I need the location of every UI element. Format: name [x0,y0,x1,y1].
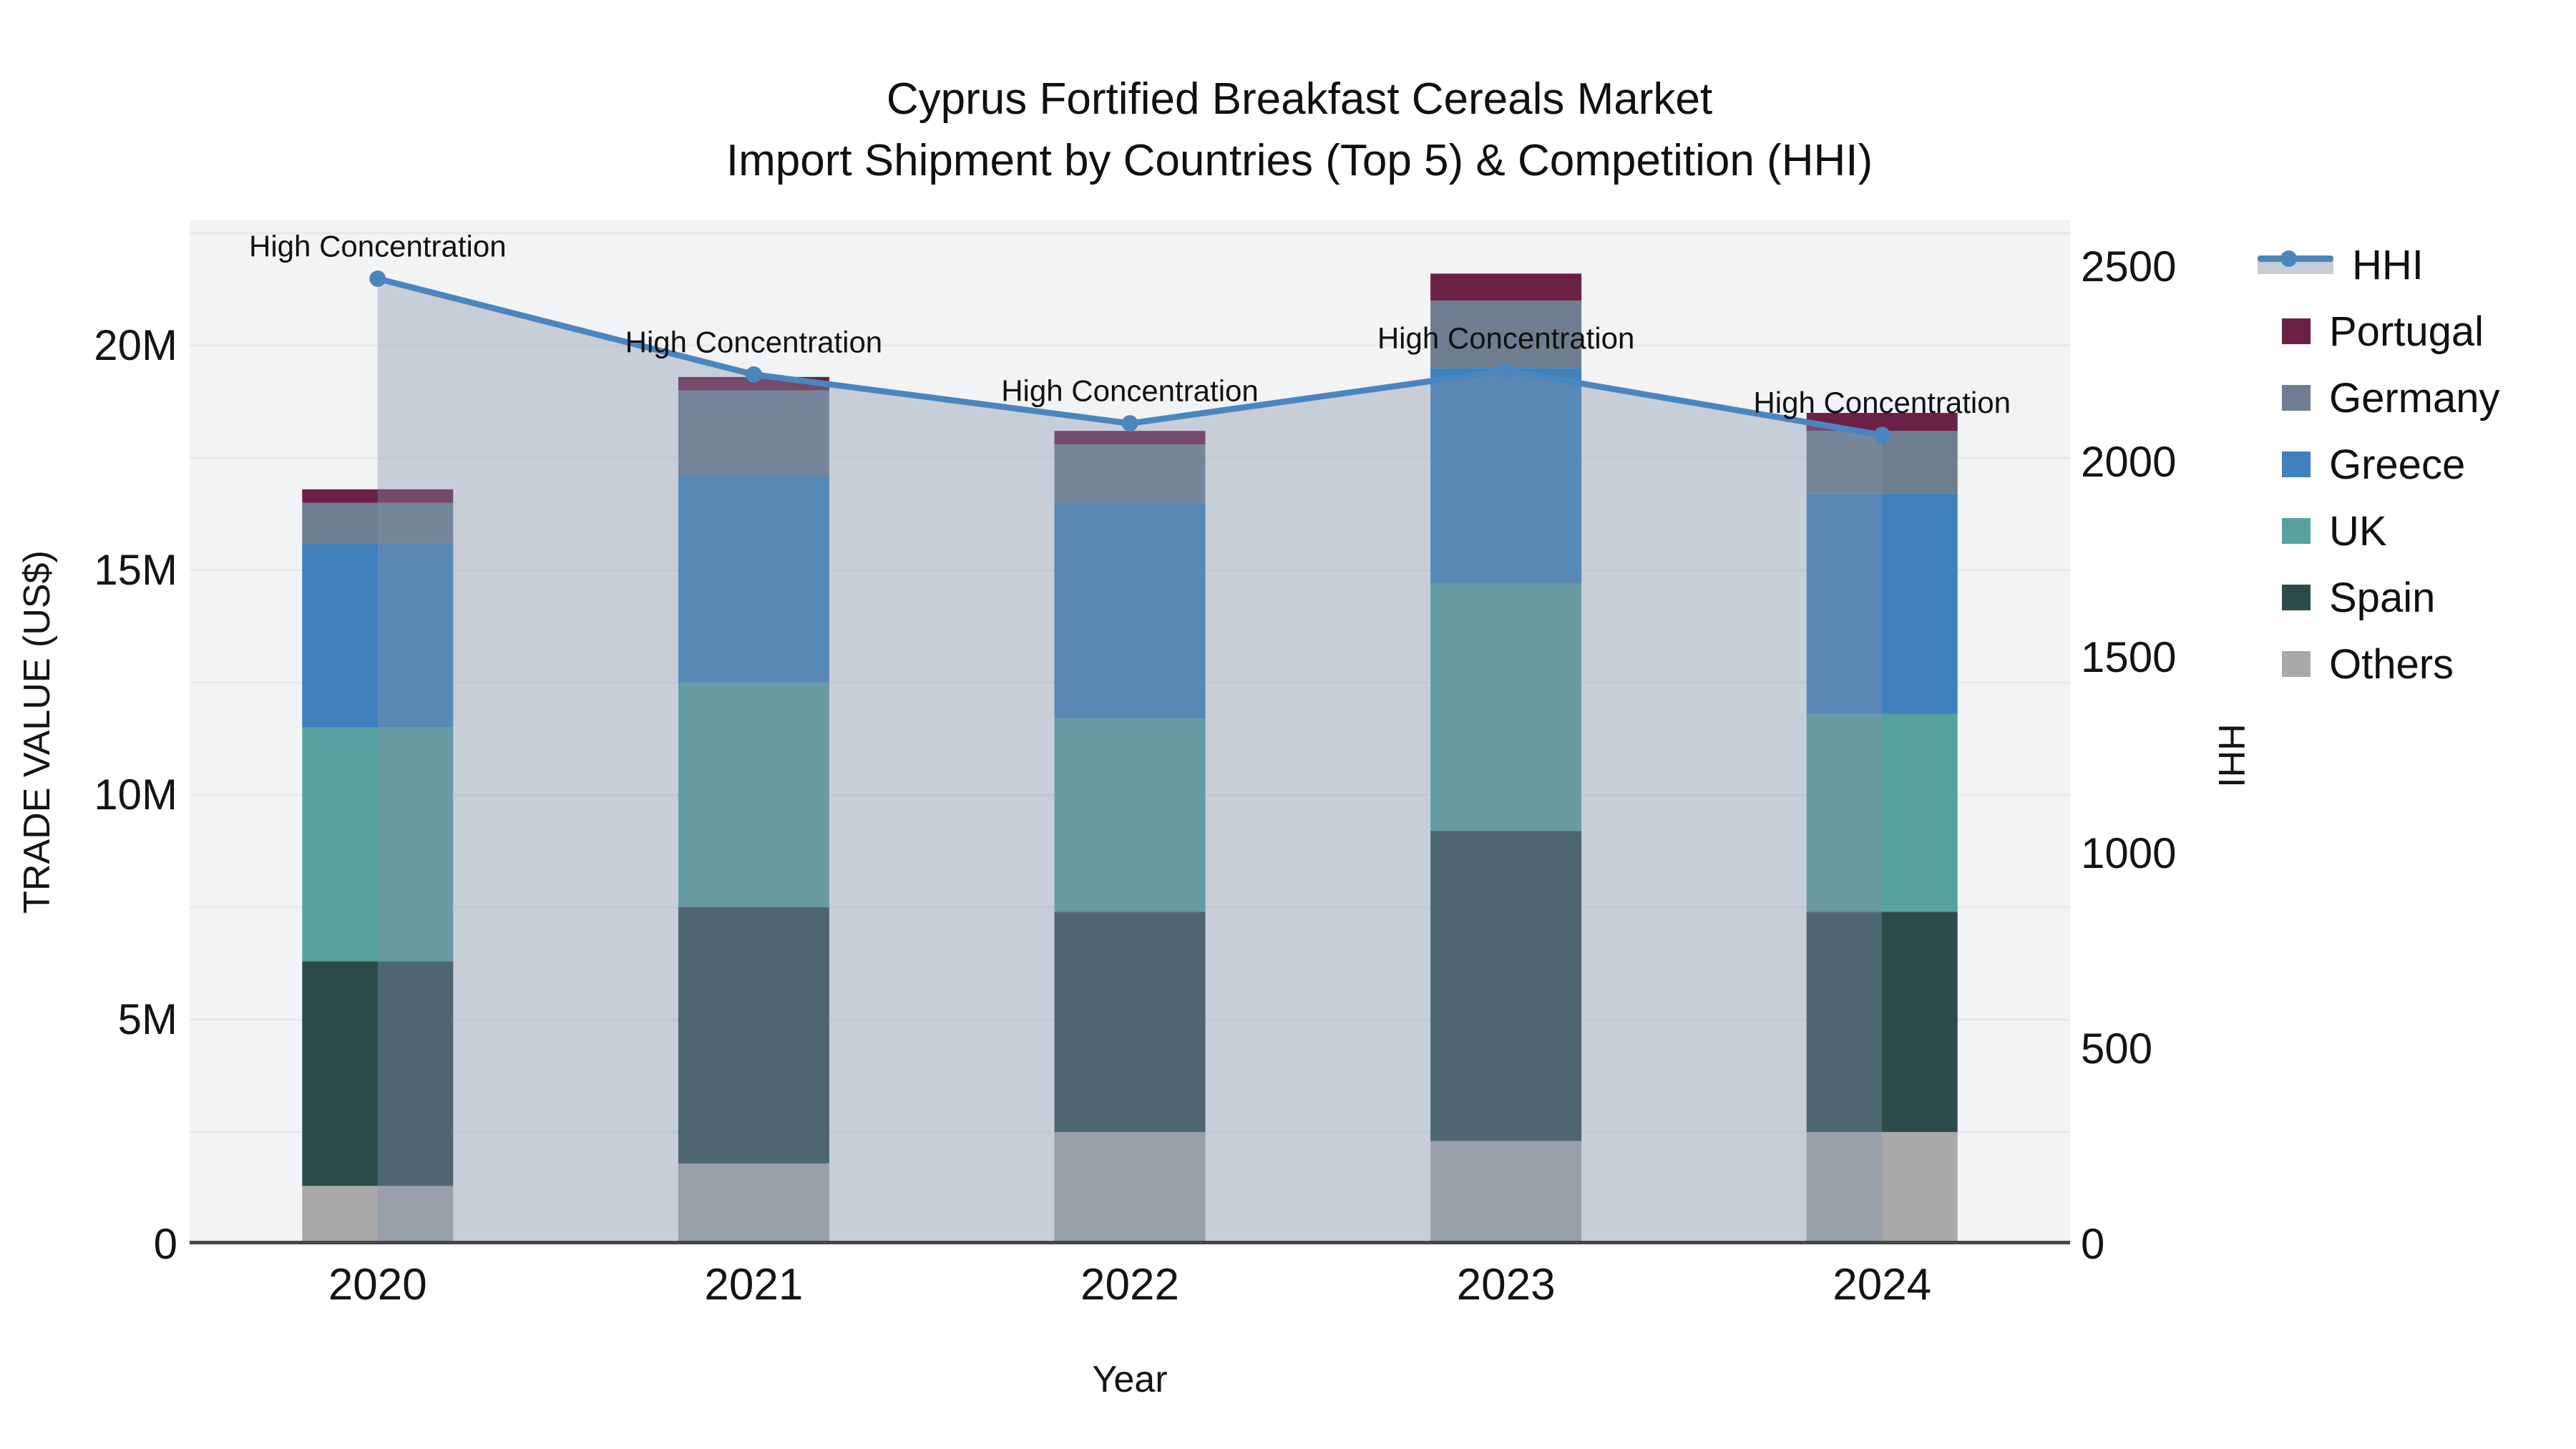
y-left-tick-0: 0 [153,1220,177,1268]
legend-item-spain[interactable]: Spain [2258,564,2435,631]
bar-segment-germany-2023[interactable] [1430,301,1582,369]
legend-label-hhi: HHI [2352,241,2424,288]
annotation-high-concentration-2021: High Concentration [625,325,883,358]
x-tick-2021: 2021 [704,1260,804,1309]
legend-item-hhi[interactable]: HHI [2258,231,2424,298]
bar-segment-others-2020[interactable] [302,1186,454,1244]
bar-segment-portugal-2022[interactable] [1054,431,1206,445]
x-tick-2023: 2023 [1456,1260,1556,1309]
y-left-tick-15M: 15M [94,545,177,594]
legend-item-others[interactable]: Others [2258,630,2454,698]
bar-segment-others-2024[interactable] [1806,1131,1958,1244]
legend-item-uk[interactable]: UK [2258,497,2387,565]
bar-segment-uk-2021[interactable] [678,682,829,907]
legend-swatch-portugal [2282,318,2311,344]
bar-segment-others-2022[interactable] [1054,1131,1206,1244]
legend-label-spain: Spain [2329,574,2436,621]
legend-item-germany[interactable]: Germany [2258,364,2500,431]
annotation-high-concentration-2023: High Concentration [1377,321,1635,355]
hhi-marker-2021[interactable] [745,366,762,383]
bar-segment-greece-2024[interactable] [1806,494,1958,714]
legend-swatch-greece [2282,452,2311,477]
bar-segment-spain-2022[interactable] [1054,912,1206,1132]
plot-area[interactable]: High Concentration High Concentration High… [190,220,2070,1244]
bar-segment-greece-2022[interactable] [1054,502,1206,719]
bar-segment-greece-2023[interactable] [1430,368,1582,584]
bar-segment-spain-2021[interactable] [678,907,829,1163]
legend-swatch-spain [2282,585,2311,610]
bar-segment-greece-2021[interactable] [678,476,829,683]
bar-segment-germany-2022[interactable] [1054,444,1206,503]
annotation-high-concentration-2020: High Concentration [249,230,507,263]
bar-segment-uk-2023[interactable] [1430,583,1582,831]
hhi-line-legend-icon [2258,250,2333,280]
hhi-marker-2023[interactable] [1498,362,1515,379]
y-left-tick-10M: 10M [94,770,177,819]
y-left-tick-20M: 20M [94,321,177,369]
legend-label-uk: UK [2329,507,2387,555]
legend-item-greece[interactable]: Greece [2258,431,2465,498]
x-axis-title: Year [1092,1359,1168,1400]
hhi-area-fill [377,278,1883,1244]
legend-swatch-germany [2282,385,2311,411]
chart-title: Cyprus Fortified Breakfast Cereals Marke… [11,69,2576,192]
bar-segment-others-2021[interactable] [678,1163,829,1244]
chart-title-line1: Cyprus Fortified Breakfast Cereals Marke… [886,74,1713,124]
legend-swatch-others [2282,651,2311,677]
legend-label-others: Others [2329,640,2454,688]
x-tick-2022: 2022 [1080,1260,1179,1309]
annotation-high-concentration-2024: High Concentration [1753,386,2011,419]
bar-segment-portugal-2023[interactable] [1430,273,1582,301]
y-axis-title-left: TRADE VALUE (US$) [16,550,58,914]
chart-title-line2: Import Shipment by Countries (Top 5) & C… [726,136,1873,185]
y-right-tick-0: 0 [2081,1220,2105,1268]
y-axis-title-right: HHI [2210,723,2252,788]
hhi-marker-2024[interactable] [1873,426,1890,444]
bar-segment-greece-2020[interactable] [302,543,454,728]
y-right-tick-1000: 1000 [2081,829,2177,877]
hhi-marker-2020[interactable] [369,270,386,287]
bar-segment-germany-2021[interactable] [678,390,829,476]
legend-swatch-uk [2282,518,2311,544]
y-right-tick-2500: 2500 [2081,243,2177,291]
bar-segment-others-2023[interactable] [1430,1141,1582,1244]
bar-segment-spain-2024[interactable] [1806,912,1958,1132]
hhi-marker-2022[interactable] [1121,415,1138,432]
y-right-tick-1500: 1500 [2081,633,2177,682]
legend-label-germany: Germany [2329,374,2500,421]
bar-segment-germany-2020[interactable] [302,502,454,544]
legend-label-greece: Greece [2329,441,2466,488]
y-right-tick-2000: 2000 [2081,438,2177,487]
bar-segment-spain-2020[interactable] [302,961,454,1186]
bar-segment-portugal-2020[interactable] [302,489,454,503]
x-tick-2024: 2024 [1833,1260,1932,1309]
y-right-tick-500: 500 [2081,1024,2153,1073]
bar-segment-spain-2023[interactable] [1430,831,1582,1141]
y-left-tick-5M: 5M [117,995,177,1043]
bar-segment-uk-2024[interactable] [1806,713,1958,912]
legend-item-portugal[interactable]: Portugal [2258,298,2484,365]
bar-segment-uk-2022[interactable] [1054,718,1206,912]
legend-label-portugal: Portugal [2329,308,2484,355]
annotation-high-concentration-2022: High Concentration [1001,374,1259,408]
x-tick-2020: 2020 [328,1260,427,1309]
bar-segment-uk-2020[interactable] [302,727,454,962]
